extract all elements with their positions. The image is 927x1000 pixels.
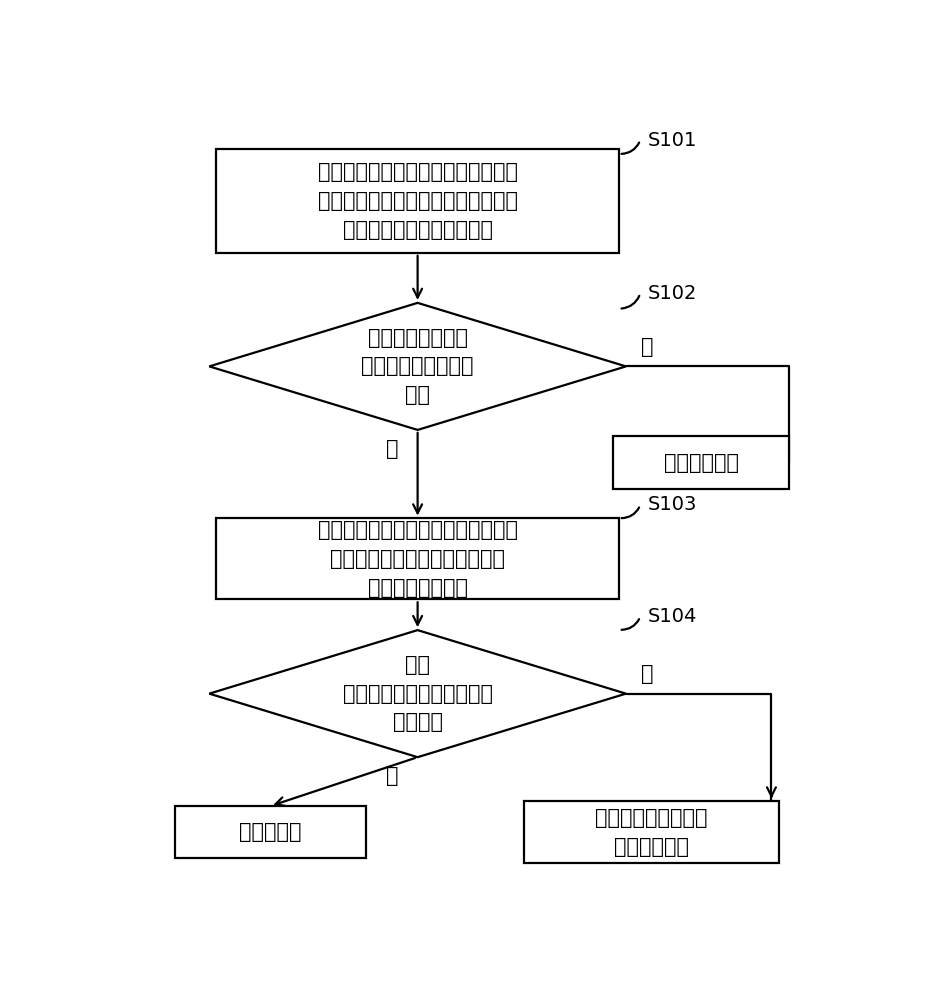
Text: 重新启动马达: 重新启动马达 bbox=[664, 453, 739, 473]
FancyBboxPatch shape bbox=[216, 149, 619, 253]
Text: S101: S101 bbox=[647, 131, 697, 150]
Text: 是: 是 bbox=[387, 766, 399, 786]
FancyBboxPatch shape bbox=[524, 801, 779, 863]
Text: 卷钞带合格: 卷钞带合格 bbox=[239, 822, 301, 842]
Text: S102: S102 bbox=[647, 284, 697, 303]
Text: 获取感应片计数和测试轴的周长，并
根据感应片计数和测试轴的周长
计算卷钞带的长度: 获取感应片计数和测试轴的周长，并 根据感应片计数和测试轴的周长 计算卷钞带的长度 bbox=[318, 520, 517, 598]
Text: 检测卷钞带是否由
透光状态转变为遮光
状态: 检测卷钞带是否由 透光状态转变为遮光 状态 bbox=[362, 328, 474, 405]
Text: 否: 否 bbox=[641, 664, 654, 684]
Text: 判断
卷钞带的长度是否处于预设
阈值范围: 判断 卷钞带的长度是否处于预设 阈值范围 bbox=[343, 655, 492, 732]
FancyBboxPatch shape bbox=[614, 436, 790, 489]
FancyBboxPatch shape bbox=[175, 806, 365, 858]
Text: 是: 是 bbox=[387, 439, 399, 459]
Text: S103: S103 bbox=[647, 495, 697, 514]
FancyBboxPatch shape bbox=[216, 518, 619, 599]
Polygon shape bbox=[210, 630, 626, 757]
Text: 将卷钞带缠绕于治具，设置卷钞带处
于透光状态，并启动马达，以使马达
通过测试轴带动卷钞带转动: 将卷钞带缠绕于治具，设置卷钞带处 于透光状态，并启动马达，以使马达 通过测试轴带… bbox=[318, 162, 517, 240]
Text: 否: 否 bbox=[641, 337, 654, 357]
Polygon shape bbox=[210, 303, 626, 430]
Text: S104: S104 bbox=[647, 607, 697, 626]
Text: 控制马达停止工作并
发出报警信号: 控制马达停止工作并 发出报警信号 bbox=[595, 808, 707, 857]
